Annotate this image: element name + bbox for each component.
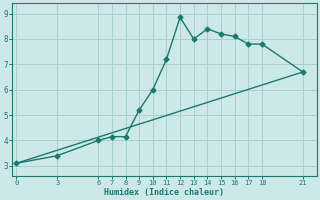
X-axis label: Humidex (Indice chaleur): Humidex (Indice chaleur) <box>104 188 224 197</box>
